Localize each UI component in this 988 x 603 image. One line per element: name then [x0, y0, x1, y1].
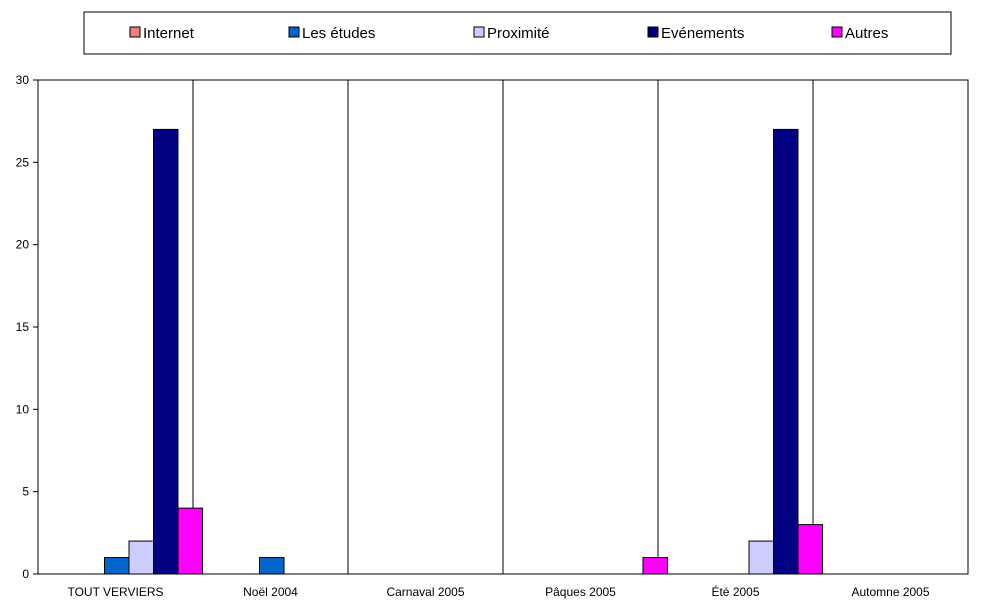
y-tick-label: 10	[16, 402, 30, 416]
y-tick-label: 30	[16, 73, 30, 87]
legend-label: Evénements	[661, 25, 744, 42]
legend-swatch	[473, 26, 485, 38]
y-tick-label: 5	[22, 485, 29, 499]
legend-swatch	[831, 26, 843, 38]
y-tick-label: 0	[22, 567, 29, 581]
legend-label: Autres	[845, 25, 888, 42]
bar	[177, 507, 203, 575]
y-tick-label: 15	[16, 320, 30, 334]
y-tick-label: 25	[16, 155, 30, 169]
x-category-label: Pâques 2005	[545, 585, 616, 599]
legend-label: Internet	[143, 25, 195, 42]
bar	[259, 557, 285, 575]
bar	[748, 540, 774, 575]
x-category-label: Noël 2004	[243, 585, 298, 599]
bar	[642, 557, 668, 575]
legend-label: Les études	[302, 25, 375, 42]
bar	[773, 128, 799, 575]
x-category-label: Carnaval 2005	[386, 585, 464, 599]
x-category-label: Automne 2005	[851, 585, 929, 599]
bar	[104, 557, 130, 575]
bar	[153, 128, 179, 575]
legend: Internet Les études Proximité Evénements Aut…	[83, 11, 952, 55]
legend-swatch	[129, 26, 141, 38]
legend-label: Proximité	[487, 25, 550, 42]
x-category-label: Été 2005	[711, 584, 759, 599]
legend-swatch	[288, 26, 300, 38]
bar	[128, 540, 154, 575]
bar	[797, 524, 823, 575]
legend-box	[83, 11, 952, 55]
legend-swatch	[647, 26, 659, 38]
plot-area: 0 5 10 15 20 25 30 TOUT VERVIERS Noël 2004 Carnav…	[16, 73, 969, 599]
x-category-label: TOUT VERVIERS	[67, 585, 163, 599]
y-tick-label: 20	[16, 238, 30, 252]
